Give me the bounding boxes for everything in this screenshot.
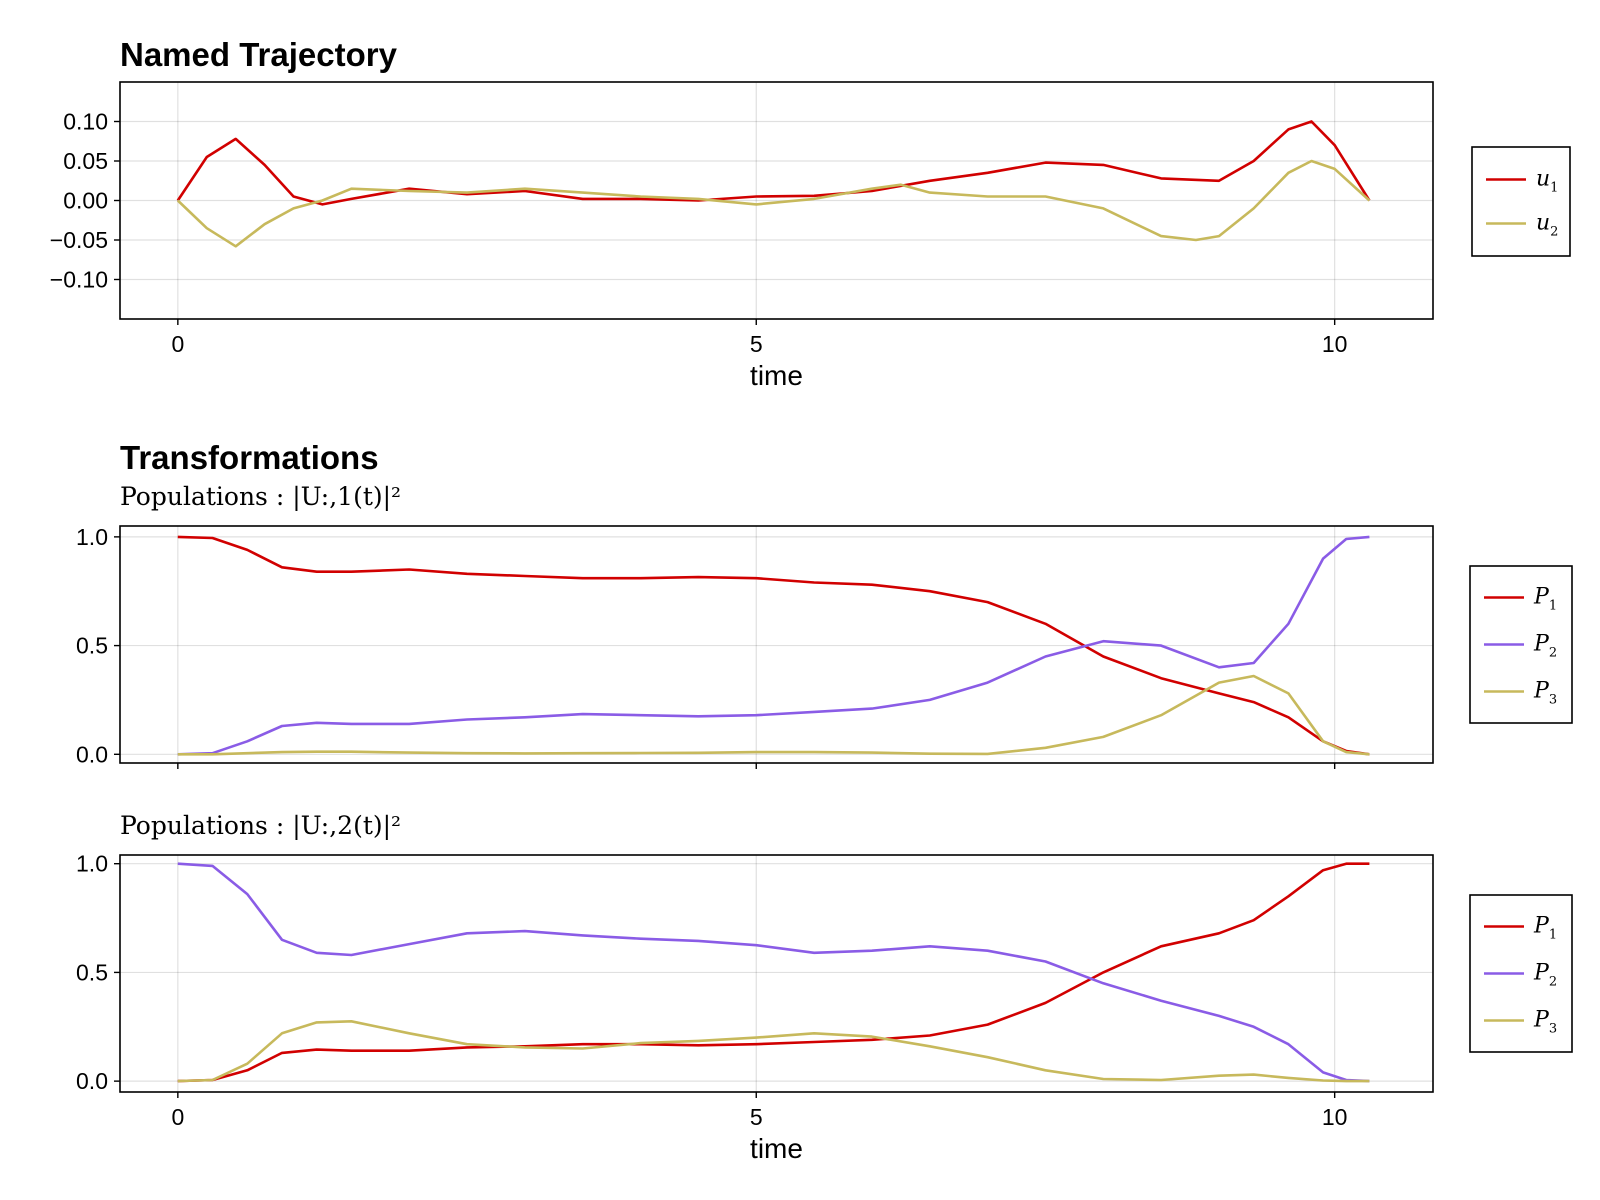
y-tick-label: 0.00 <box>63 188 108 214</box>
chart-title: Transformations <box>120 439 379 476</box>
series-line-p1 <box>177 535 1370 756</box>
y-tick-label: 0.5 <box>76 959 108 985</box>
chart-panel-3: Populations : |U:,2(t)|² 0 5 10 1.0 0.5 0.0 tim… <box>76 811 1573 1164</box>
y-tick-label: 0.05 <box>63 148 108 174</box>
x-tick-label: 0 <box>171 331 184 357</box>
series-line-p3 <box>177 674 1370 756</box>
series-line-p3 <box>177 1019 1370 1083</box>
legend-label: P1 <box>1533 914 1557 943</box>
x-axis-label: time <box>750 1133 803 1164</box>
legend: P1 P2 P3 <box>1469 894 1573 1053</box>
chart-panel-2: Transformations Populations : |U:,1(t)|² 1… <box>76 439 1573 769</box>
legend-label: P2 <box>1533 632 1557 661</box>
x-tick-label: 5 <box>750 1104 763 1130</box>
legend-label: P3 <box>1533 679 1557 708</box>
legend: u1 u2 <box>1471 146 1571 257</box>
x-tick-label: 5 <box>750 331 763 357</box>
legend-label: P1 <box>1533 585 1557 614</box>
chart-panel-1: Named Trajectory 0 5 10 0.10 0.05 0.00 −0.05 −0.… <box>50 36 1571 391</box>
x-axis-label: time <box>750 360 803 391</box>
legend: P1 P2 P3 <box>1469 565 1573 724</box>
y-tick-label: 0.0 <box>76 741 108 767</box>
chart-subtitle: Populations : |U:,1(t)|² <box>120 482 401 512</box>
x-tick-label: 10 <box>1322 1104 1348 1130</box>
series-line-u1 <box>176 120 1371 206</box>
legend-label: P2 <box>1533 961 1557 990</box>
chart-subtitle: Populations : |U:,2(t)|² <box>120 811 401 841</box>
legend-label: u1 <box>1536 167 1558 196</box>
series-line-p2 <box>177 535 1370 756</box>
y-tick-label: 1.0 <box>76 851 108 877</box>
x-tick-label: 10 <box>1322 331 1348 357</box>
legend-label: P3 <box>1533 1008 1557 1037</box>
x-tick-label: 0 <box>171 1104 184 1130</box>
plot-frame <box>119 854 1434 1093</box>
y-tick-label: 0.10 <box>63 109 108 135</box>
y-tick-label: 0.5 <box>76 633 108 659</box>
y-tick-label: 0.0 <box>76 1068 108 1094</box>
y-tick-label: −0.05 <box>50 227 108 253</box>
series-line-p1 <box>177 862 1370 1083</box>
chart-title: Named Trajectory <box>120 36 398 73</box>
legend-box <box>1471 146 1571 257</box>
y-tick-label: 1.0 <box>76 524 108 550</box>
series-line-p2 <box>177 862 1370 1083</box>
y-tick-label: −0.10 <box>50 267 108 293</box>
plot-frame <box>119 525 1434 764</box>
series-line-u2 <box>176 159 1371 248</box>
legend-label: u2 <box>1536 211 1558 240</box>
